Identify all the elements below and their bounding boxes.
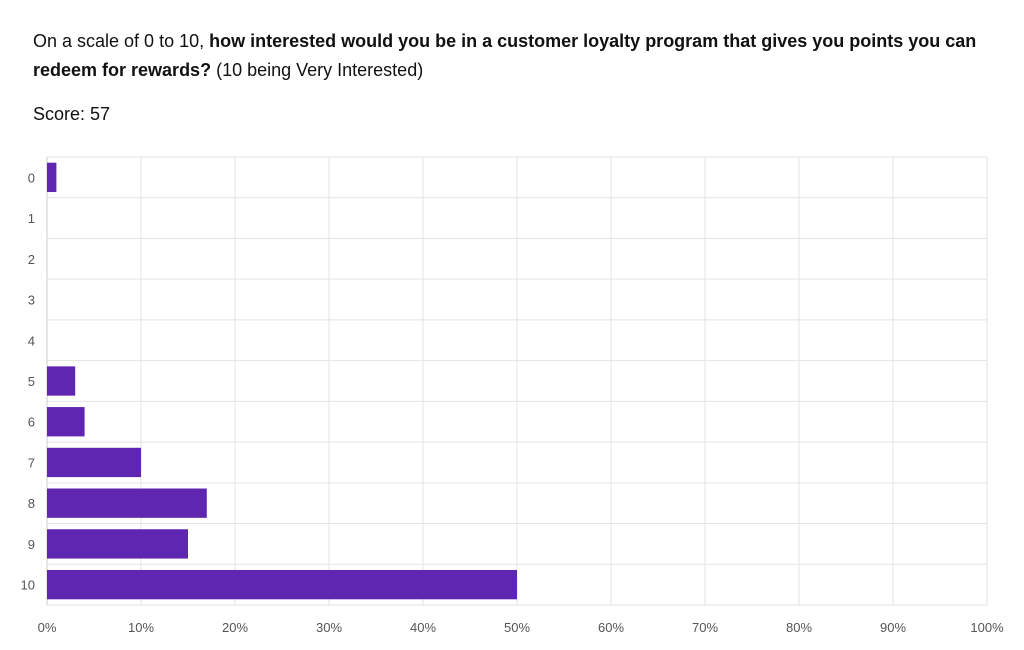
y-tick-label: 8 xyxy=(28,496,35,511)
x-axis-labels: 0% 10% 20% 30% 40% 50% 60% 70% 80% 90% 100% xyxy=(38,620,1004,635)
y-tick-label: 7 xyxy=(28,455,35,470)
y-tick-label: 4 xyxy=(28,333,35,348)
y-axis-labels: 0 1 2 3 4 5 6 7 8 9 10 xyxy=(21,170,35,592)
y-tick-label: 3 xyxy=(28,293,35,308)
grid-lines xyxy=(46,156,988,606)
y-tick-label: 5 xyxy=(28,374,35,389)
x-tick-label: 60% xyxy=(598,620,624,635)
bar-8 xyxy=(47,488,207,518)
x-tick-label: 20% xyxy=(222,620,248,635)
x-tick-label: 100% xyxy=(970,620,1004,635)
bar-6 xyxy=(47,407,85,437)
x-tick-label: 80% xyxy=(786,620,812,635)
y-tick-label: 2 xyxy=(28,252,35,267)
question-prefix: On a scale of 0 to 10, xyxy=(33,31,210,51)
bar-5 xyxy=(47,366,76,396)
x-tick-label: 0% xyxy=(38,620,57,635)
x-tick-label: 30% xyxy=(316,620,342,635)
x-tick-label: 70% xyxy=(692,620,718,635)
bar-0 xyxy=(47,162,57,193)
x-tick-label: 40% xyxy=(410,620,436,635)
x-tick-label: 90% xyxy=(880,620,906,635)
x-tick-label: 10% xyxy=(128,620,154,635)
y-tick-label: 6 xyxy=(28,415,35,430)
question-suffix: (10 being Very Interested) xyxy=(211,60,424,80)
y-tick-label: 1 xyxy=(28,211,35,226)
score-label: Score: 57 xyxy=(33,104,111,124)
bar-10 xyxy=(47,569,517,600)
bar-7 xyxy=(47,447,141,478)
question-text: On a scale of 0 to 10, how interested wo… xyxy=(33,27,993,85)
y-tick-label: 0 xyxy=(28,170,35,185)
y-tick-label: 9 xyxy=(28,537,35,552)
bars xyxy=(47,162,517,600)
y-tick-label: 10 xyxy=(21,578,35,593)
x-tick-label: 50% xyxy=(504,620,530,635)
question-bold: how interested would you be in a custome… xyxy=(33,31,977,80)
bar-9 xyxy=(47,529,188,559)
